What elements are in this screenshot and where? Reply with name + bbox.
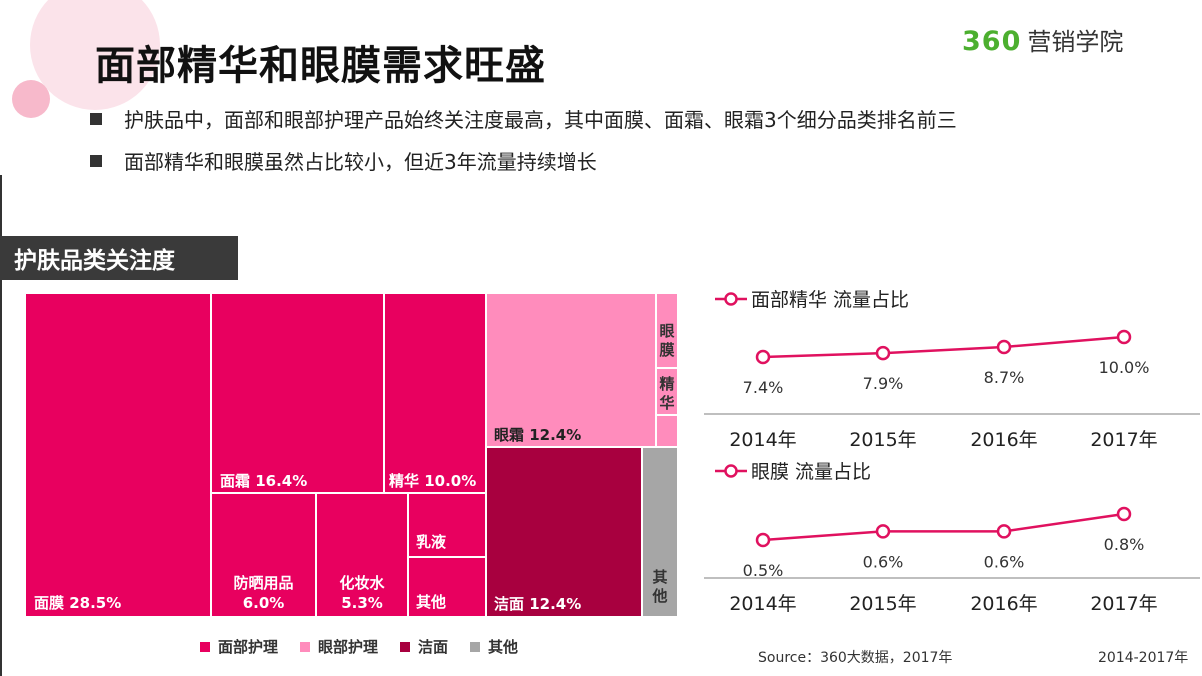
treemap-cell-label: 面膜 28.5% (34, 594, 122, 612)
x-tick-label: 2017年 (1090, 593, 1157, 615)
data-point (755, 349, 771, 365)
data-point (1116, 506, 1132, 522)
legend-item: 面部护理 (200, 636, 278, 657)
logo-number: 360 (962, 26, 1022, 57)
eye-mask-line-svg: 眼膜 流量占比 0.5% 0.6% 0.6% 0.8% 2014年 2015年 2016年 20… (704, 461, 1200, 615)
x-tick-label: 2016年 (970, 593, 1037, 615)
bullet-text: 护肤品中，面部和眼部护理产品始终关注度最高，其中面膜、面霜、眼霜3个细分品类排名… (124, 108, 957, 132)
treemap-cell-label: 防晒用品 6.0% (233, 574, 294, 612)
treemap-cell-label: 其他 (416, 593, 447, 611)
treemap-cell-label: 精华 (659, 375, 675, 412)
bullet-item: 护肤品中，面部和眼部护理产品始终关注度最高，其中面膜、面霜、眼霜3个细分品类排名… (90, 104, 957, 133)
bullet-square-icon (90, 112, 102, 125)
brand-logo: 360 营销学院 (962, 22, 1123, 57)
legend-item: 洁面 (400, 636, 448, 657)
treemap-legend: 面部护理 眼部护理 洁面 其他 (200, 636, 518, 657)
legend-swatch (200, 641, 210, 652)
serum-line-svg: 面部精华 流量占比 7.4% 7.9% 8.7% 10.0% 2014年 2015年 2016… (704, 289, 1200, 451)
x-tick-label: 2017年 (1090, 429, 1157, 451)
legend-label: 面部护理 (218, 638, 279, 656)
treemap-cell-label: 洁面 12.4% (494, 595, 582, 613)
bullet-square-icon (90, 154, 102, 167)
data-point (755, 532, 771, 548)
line-chart-serum: 面部精华 流量占比 7.4% 7.9% 8.7% 10.0% 2014年 2015年 2016… (700, 280, 1202, 455)
data-point (1116, 329, 1132, 345)
treemap-cell: 眼霜 12.4% (486, 293, 656, 447)
legend-label: 其他 (488, 638, 519, 656)
legend-item: 其他 (470, 636, 518, 657)
treemap-cell-label: 精华 10.0% (389, 472, 477, 490)
series-line (762, 512, 1125, 542)
series-name: 面部精华 流量占比 (751, 289, 909, 311)
data-point (996, 524, 1012, 539)
source-note: Source：360大数据，2017年 (758, 650, 953, 666)
treemap-cell: 洁面 12.4% (486, 447, 642, 617)
series-line (762, 335, 1125, 359)
treemap-cell: 其他 (642, 447, 678, 617)
decorative-circle-small (12, 80, 50, 118)
legend-label: 眼部护理 (318, 638, 379, 656)
x-tick-label: 2014年 (729, 429, 796, 451)
data-label: 0.5% (743, 561, 784, 580)
treemap-cell: 精华 10.0% (384, 293, 486, 493)
treemap-cell (656, 415, 678, 447)
bullet-text: 面部精华和眼膜虽然占比较小，但近3年流量持续增长 (124, 150, 597, 174)
data-label: 7.9% (863, 374, 904, 393)
data-label: 10.0% (1099, 358, 1150, 377)
treemap-cell-label: 眼膜 (659, 322, 675, 359)
legend-marker-icon (724, 464, 738, 478)
treemap-cell-label: 化妆水 5.3% (339, 574, 385, 612)
decorative-circle-large (30, 0, 160, 110)
treemap-cell: 精华 (656, 368, 678, 415)
x-tick-label: 2016年 (970, 429, 1037, 451)
treemap-cell: 面膜 28.5% (25, 293, 211, 617)
legend-item: 眼部护理 (300, 636, 378, 657)
x-tick-label: 2015年 (849, 593, 916, 615)
data-label: 0.6% (863, 552, 904, 571)
treemap-cell-label: 乳液 (416, 533, 447, 551)
treemap-cell-label: 其他 (652, 568, 668, 605)
legend-swatch (300, 641, 311, 652)
date-range-note: 2014-2017年 (1098, 650, 1189, 666)
x-tick-label: 2014年 (729, 593, 796, 615)
legend-swatch (470, 641, 481, 652)
data-point (996, 339, 1012, 355)
x-tick-label: 2015年 (849, 429, 916, 451)
logo-text: 营销学院 (1027, 28, 1124, 56)
line-chart-eye-mask: 眼膜 流量占比 0.5% 0.6% 0.6% 0.8% 2014年 2015年 2016年 20… (700, 452, 1202, 632)
data-label: 0.6% (984, 552, 1025, 571)
legend-swatch (400, 641, 411, 652)
treemap-cell: 乳液 (408, 493, 486, 557)
data-label: 8.7% (984, 368, 1025, 387)
series-name: 眼膜 流量占比 (751, 461, 871, 483)
left-border-line (0, 175, 2, 676)
data-point (875, 345, 891, 361)
legend-label: 洁面 (418, 638, 449, 656)
treemap-cell: 防晒用品 6.0% (211, 493, 316, 617)
data-point (875, 524, 891, 539)
treemap-cell: 其他 (408, 557, 486, 617)
treemap-cell-label: 面霜 16.4% (220, 472, 308, 490)
page-title: 面部精华和眼膜需求旺盛 (95, 43, 546, 89)
treemap-cell: 化妆水 5.3% (316, 493, 408, 617)
bullet-item: 面部精华和眼膜虽然占比较小，但近3年流量持续增长 (90, 146, 597, 175)
section-heading: 护肤品类关注度 (0, 236, 238, 280)
treemap-cell-label: 眼霜 12.4% (494, 426, 582, 444)
legend-marker-icon (724, 292, 738, 306)
treemap-cell: 面霜 16.4% (211, 293, 384, 493)
treemap-cell: 眼膜 (656, 293, 678, 368)
data-label: 7.4% (743, 378, 784, 397)
data-label: 0.8% (1104, 535, 1145, 554)
